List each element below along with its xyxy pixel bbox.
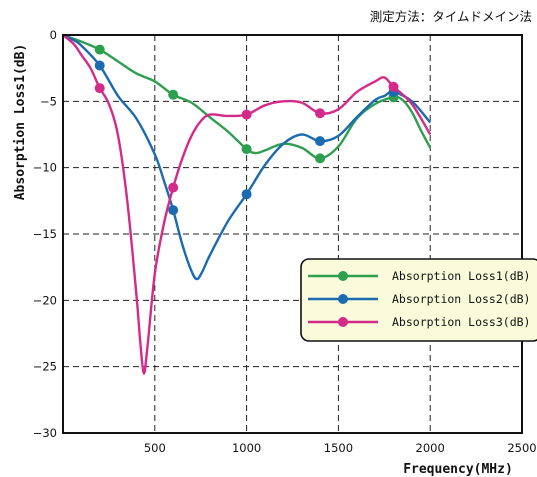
series-3-marker	[388, 81, 399, 92]
series-1-marker	[168, 89, 179, 100]
x-axis-title: Frequency(MHz)	[403, 462, 513, 477]
y-tick-label: −15	[33, 227, 57, 241]
legend-label-3: Absorption Loss3(dB)	[392, 315, 530, 329]
y-axis-title: Absorption Loss1(dB)	[13, 44, 28, 201]
x-tick-label: 1500	[324, 441, 353, 455]
legend-swatch-marker-1	[338, 271, 348, 281]
series-2-marker	[241, 189, 252, 200]
series-1-marker	[241, 144, 252, 155]
x-tick-label: 1000	[232, 441, 261, 455]
legend-label-1: Absorption Loss1(dB)	[392, 269, 530, 283]
series-1-marker	[94, 44, 105, 55]
series-layer	[62, 33, 432, 375]
series-1-marker	[315, 153, 326, 164]
plot-frame	[62, 34, 523, 434]
series-2-marker	[315, 136, 326, 147]
y-tick-label: −25	[33, 360, 57, 374]
series-line-3	[62, 34, 432, 375]
legend-swatch-marker-2	[338, 294, 348, 304]
measurement-method-note: 測定方法：タイムドメイン法	[370, 9, 532, 24]
legend-label-2: Absorption Loss2(dB)	[392, 292, 530, 306]
x-tick-label: 2500	[507, 441, 536, 455]
tick-labels: 500 1000 1500 2000 2500 0 −5 −10 −15 −20 −25 −30	[33, 28, 537, 455]
legend-box	[300, 258, 537, 342]
y-tick-label: −10	[33, 161, 57, 175]
legend-swatch-marker-3	[338, 317, 348, 327]
series-3-marker	[315, 108, 326, 119]
x-tick-label: 2000	[416, 441, 445, 455]
series-3-marker	[241, 109, 252, 120]
series-3-marker	[94, 83, 105, 94]
legend: Absorption Loss1(dB) Absorption Loss2(dB)…	[300, 258, 537, 342]
y-tick-label: −20	[33, 293, 57, 307]
y-tick-label: −5	[40, 94, 57, 108]
y-tick-label: 0	[50, 28, 57, 42]
series-2-marker	[168, 205, 179, 216]
y-tick-label: −30	[33, 426, 57, 440]
series-3-marker	[168, 182, 179, 193]
series-line-2	[62, 33, 432, 281]
series-2-marker	[94, 60, 105, 71]
x-tick-label: 500	[144, 441, 166, 455]
